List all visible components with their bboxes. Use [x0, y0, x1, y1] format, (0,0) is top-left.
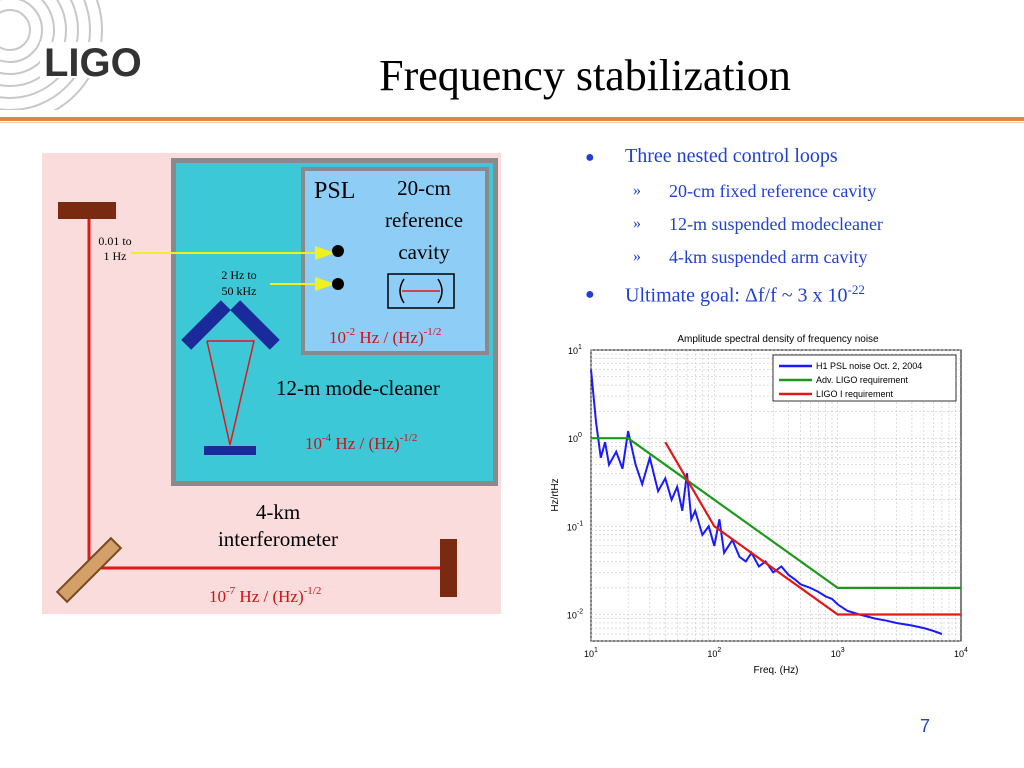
cavity-line-1: 20-cm	[397, 176, 451, 200]
x-tick-label: 101	[584, 647, 598, 659]
band1-line-1: 0.01 to	[98, 234, 131, 248]
psl-box	[305, 171, 485, 351]
slide-title: Frequency stabilization	[379, 51, 791, 100]
x-axis-label: Freq. (Hz)	[754, 665, 799, 676]
title-divider	[0, 117, 1024, 121]
y-tick-label: 10-1	[567, 520, 583, 532]
sub-bullet-arm-cavity: 4-km suspended arm cavity	[669, 247, 868, 267]
noise-spectrum-chart: Amplitude spectral density of frequency …	[550, 334, 968, 676]
bullet-loops: Three nested control loops	[625, 145, 838, 167]
page-number: 7	[920, 716, 931, 736]
mc-beam	[206, 340, 255, 446]
ifo-line-1: 4-km	[256, 500, 300, 524]
y-axis-label: Hz/rtHz	[550, 478, 561, 511]
series-layer	[590, 369, 961, 635]
ifo-line-2: interferometer	[218, 527, 338, 551]
legend-adv: Adv. LIGO requirement	[816, 375, 908, 385]
sub-bullet-modecleaner: 12-m suspended modecleaner	[669, 214, 883, 234]
y-tick-label: 10-2	[567, 608, 583, 620]
sub-bullet-marker: »	[633, 182, 641, 199]
legend-ligo1: LIGO I requirement	[816, 389, 894, 399]
x-tick-label: 102	[707, 647, 721, 659]
title-divider-thin	[0, 122, 1024, 123]
logo-text: LIGO	[44, 41, 142, 85]
mc-end-mirror	[204, 446, 256, 455]
y-tick-label: 100	[568, 432, 582, 444]
actuator-dot-1	[332, 245, 344, 257]
x-tick-label: 104	[954, 647, 968, 659]
band2-line-1: 2 Hz to	[221, 268, 256, 282]
band2-line-2: 50 kHz	[222, 284, 257, 298]
cavity-line-3: cavity	[398, 240, 450, 264]
y-tick-label: 101	[568, 344, 582, 356]
series-line-1	[591, 437, 961, 589]
x-tick-label: 103	[831, 647, 845, 659]
control-loop-diagram: PSL 20-cm reference cavity 10-2 Hz / (Hz…	[42, 153, 501, 614]
end-mirror-right	[440, 539, 457, 597]
mc-label: 12-m mode-cleaner	[276, 376, 440, 400]
psl-label: PSL	[314, 178, 355, 204]
sub-bullet-ref-cavity: 20-cm fixed reference cavity	[669, 181, 877, 201]
beamsplitter	[55, 536, 123, 604]
chart-title: Amplitude spectral density of frequency …	[677, 334, 879, 345]
cavity-line-2: reference	[385, 208, 463, 232]
actuator-dot-2	[332, 278, 344, 290]
psl-noise-spec: 10-2 Hz / (Hz)-1/2	[329, 326, 441, 347]
legend: H1 PSL noise Oct. 2, 2004 Adv. LIGO requ…	[772, 354, 957, 402]
legend-h1: H1 PSL noise Oct. 2, 2004	[816, 361, 922, 371]
bullet-dot: ●	[585, 149, 595, 166]
sub-bullet-marker: »	[633, 248, 641, 265]
band1-line-2: 1 Hz	[104, 249, 127, 263]
series-line-2	[664, 441, 961, 616]
sub-bullet-marker: »	[633, 215, 641, 232]
ref-cavity-symbol	[387, 273, 455, 309]
ligo-logo: LIGO	[0, 0, 158, 110]
mc-noise-spec: 10-4 Hz / (Hz)-1/2	[305, 432, 417, 453]
ticks: 101 102 103 104 10-2 10-1 100 101	[567, 344, 968, 659]
end-mirror-top	[58, 202, 116, 219]
ifo-noise-spec: 10-7 Hz / (Hz)-1/2	[209, 585, 321, 606]
bullet-goal: Ultimate goal: Δf/f ~ 3 x 10-22	[625, 282, 865, 307]
bullet-dot: ●	[585, 286, 595, 303]
